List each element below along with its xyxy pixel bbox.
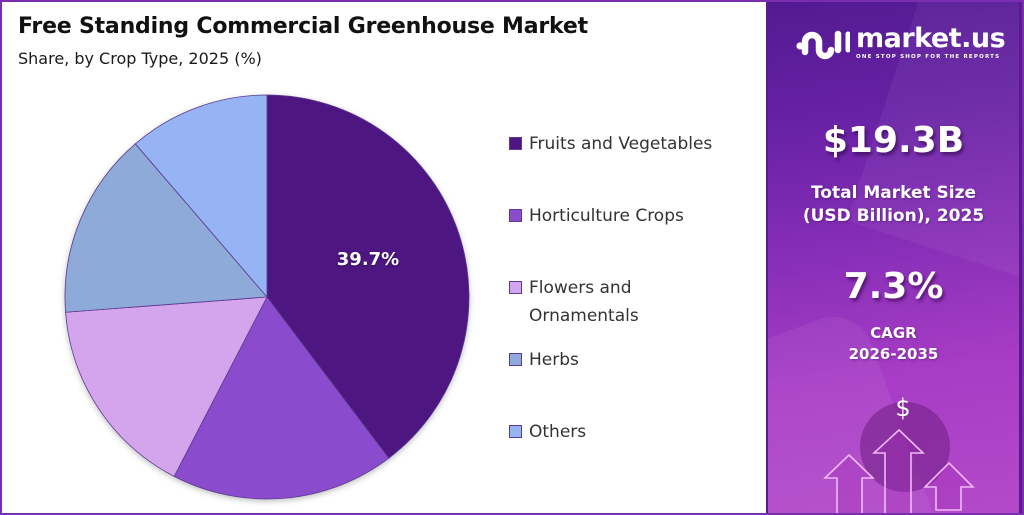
legend-item-others: Others	[509, 418, 749, 446]
chart-title: Free Standing Commercial Greenhouse Mark…	[18, 14, 588, 39]
brand-logo: market.us ONE STOP SHOP FOR THE REPORTS	[794, 23, 1006, 64]
pie-chart-svg	[64, 94, 470, 500]
legend-label: Horticulture Crops	[529, 206, 684, 226]
pie-chart: 39.7%	[0, 0, 500, 515]
market-us-logo-icon	[796, 30, 850, 60]
legend-label: Others	[529, 422, 587, 442]
legend-label: Flowers and Ornamentals	[529, 278, 639, 326]
legend-item-horticulture-crops: Horticulture Crops	[509, 202, 749, 230]
cagr-value: 7.3%	[843, 266, 944, 307]
legend-swatch-icon	[509, 281, 522, 294]
pie-slice-horticulture-crops	[173, 296, 390, 500]
legend-item-herbs: Herbs	[509, 346, 749, 374]
pie-slice-others	[134, 94, 268, 299]
brand-name: market.us	[856, 23, 1006, 54]
legend-label: Herbs	[529, 350, 579, 370]
legend-item-fruits-and-vegetables: Fruits and Vegetables	[509, 130, 749, 158]
slice-label-fruits-and-vegetables: 39.7%	[336, 249, 400, 270]
cagr-label-line1: CAGR	[870, 324, 917, 342]
legend-swatch-icon	[509, 137, 522, 150]
legend-swatch-icon	[509, 425, 522, 438]
pie-slice-fruits-and-vegetables	[266, 94, 470, 459]
summary-panel: market.us ONE STOP SHOP FOR THE REPORTS …	[766, 2, 1022, 513]
dollar-icon: $	[895, 394, 911, 422]
market-size-value: $19.3B	[822, 120, 965, 161]
chart-subtitle: Share, by Crop Type, 2025 (%)	[18, 49, 262, 68]
brand-tagline: ONE STOP SHOP FOR THE REPORTS	[856, 54, 1001, 60]
growth-arrows-icon	[823, 428, 975, 513]
market-size-label-line1: Total Market Size	[810, 183, 977, 203]
cagr-label-line2: 2026-2035	[848, 345, 939, 363]
legend-label: Fruits and Vegetables	[529, 134, 713, 154]
pie-slice-flowers-and-ornamentals	[65, 296, 268, 477]
legend-swatch-icon	[509, 353, 522, 366]
legend-swatch-icon	[509, 209, 522, 222]
legend-item-flowers-and-ornamentals: Flowers and Ornamentals	[509, 274, 679, 330]
market-size-label-line2: (USD Billion), 2025	[802, 206, 985, 226]
pie-slice-herbs	[64, 143, 268, 313]
